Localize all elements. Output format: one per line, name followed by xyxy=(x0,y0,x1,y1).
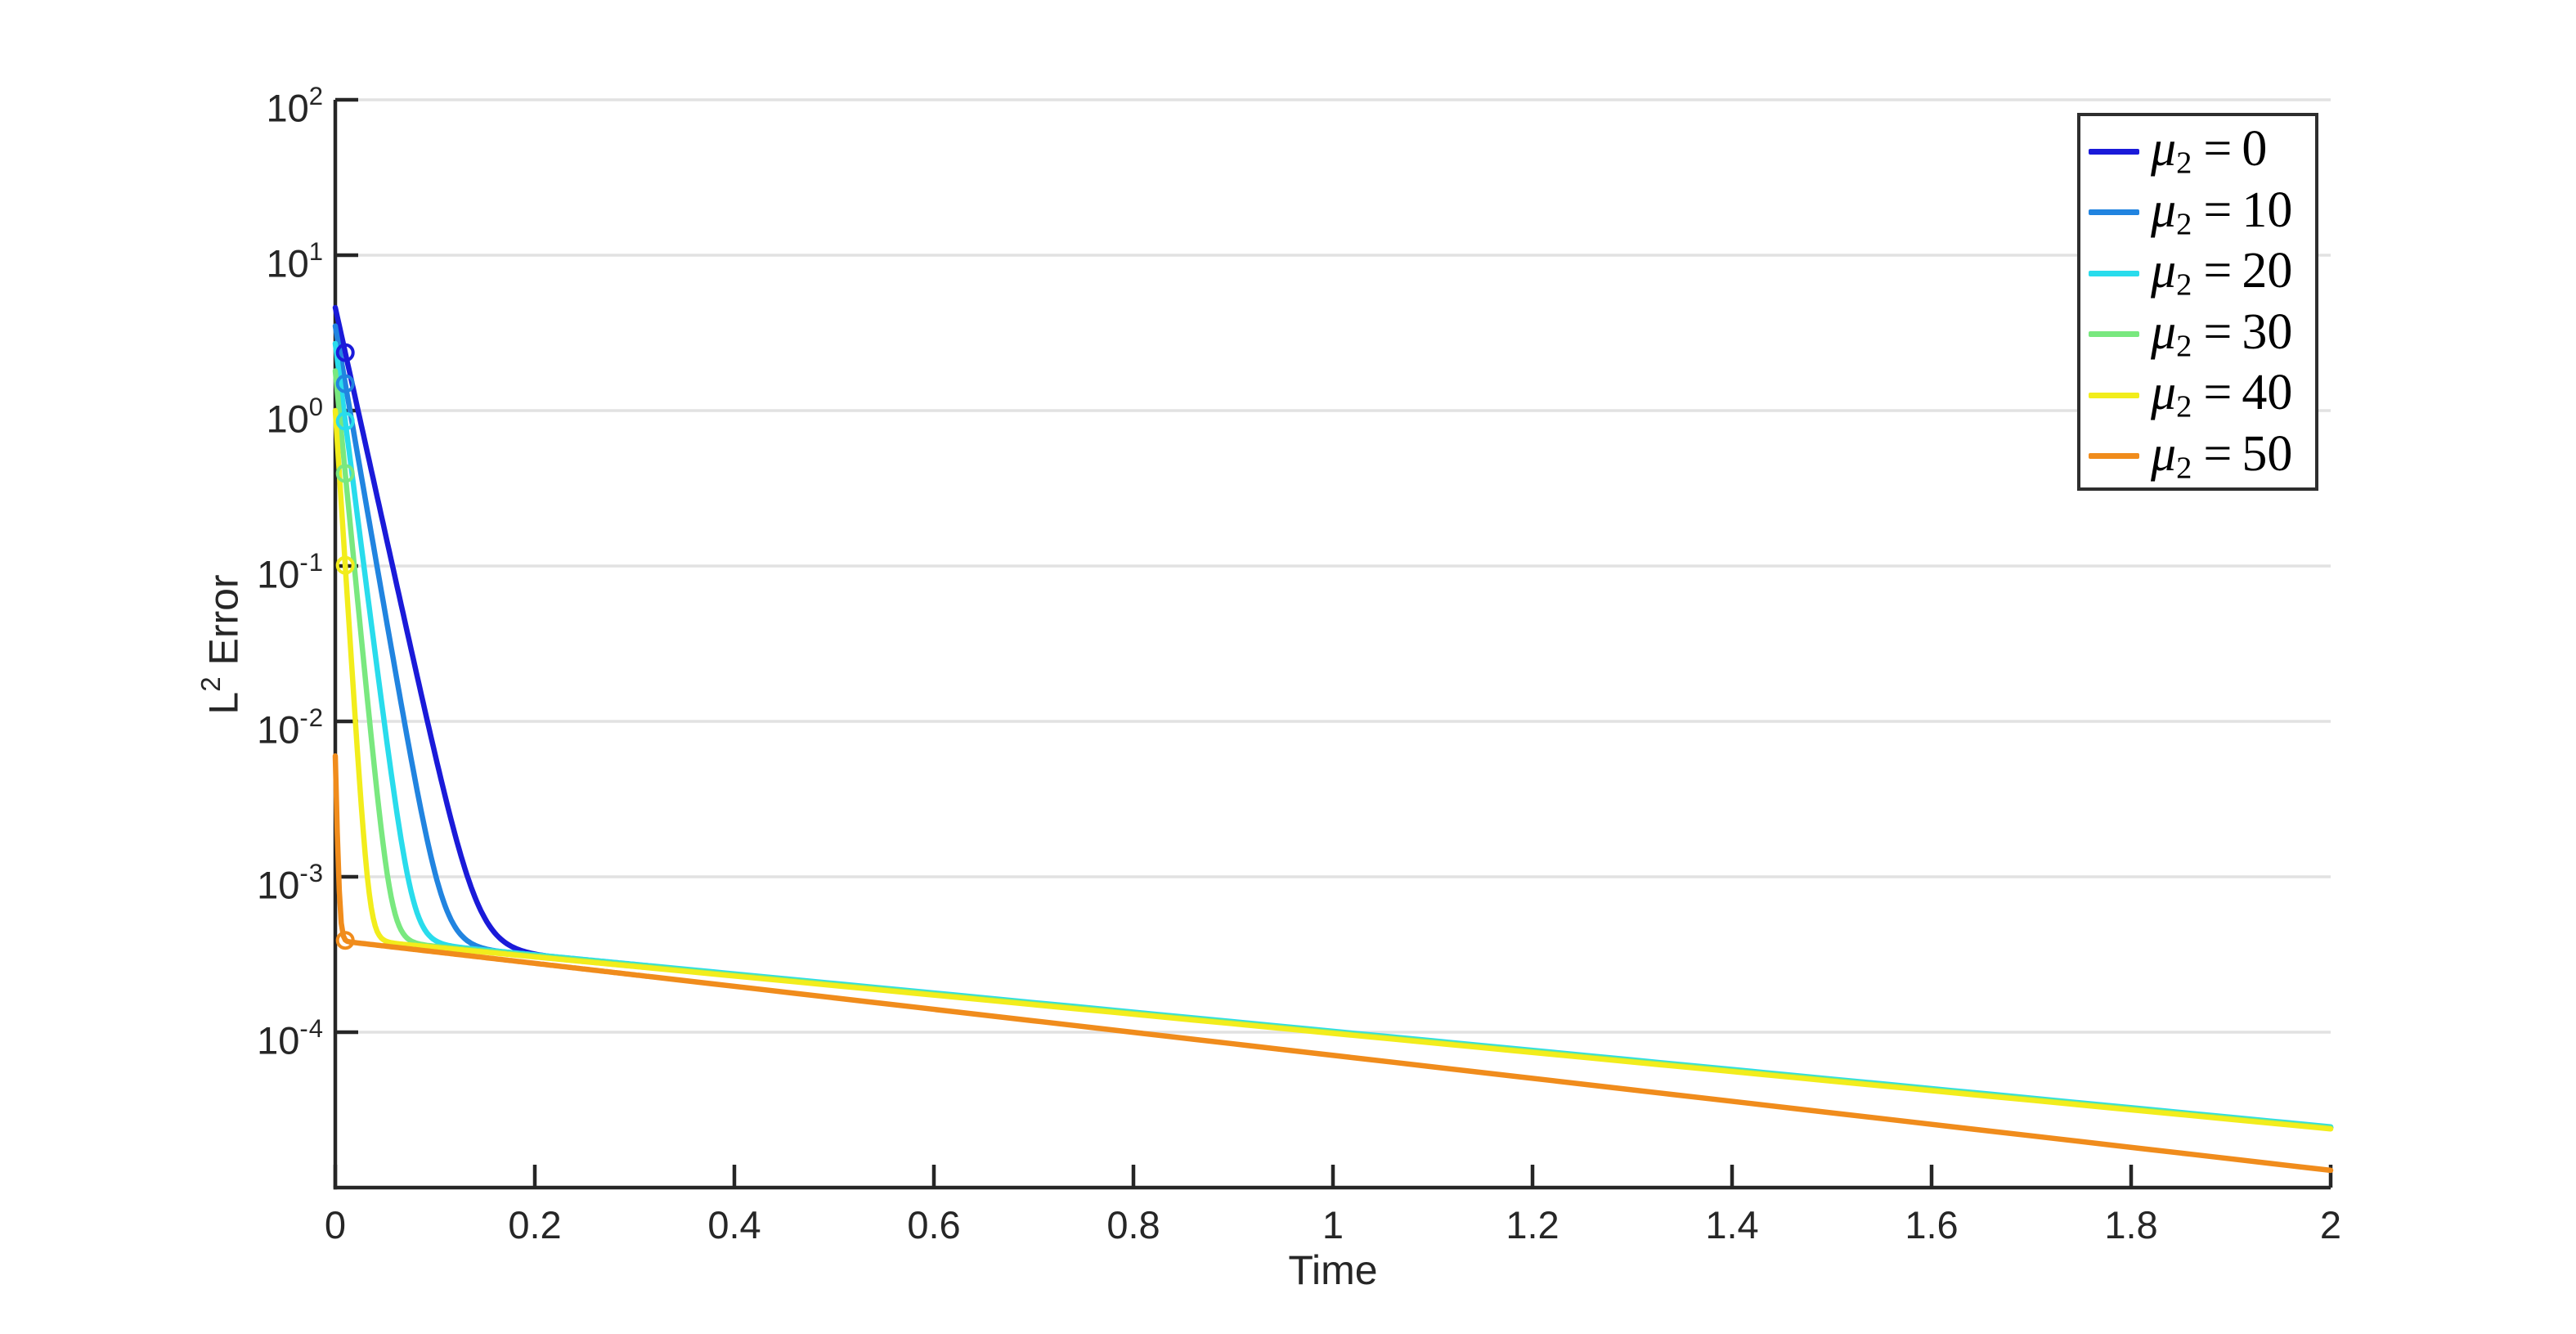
legend-label: μ2 = 0 xyxy=(2151,124,2267,179)
series-marker-mu2=0 xyxy=(335,343,355,362)
legend-line-sample xyxy=(2089,270,2139,276)
legend-mu-symbol: μ xyxy=(2151,365,2177,421)
legend-mu-subscript: 2 xyxy=(2176,146,2192,181)
series-line-mu2=30 xyxy=(332,368,2334,1131)
legend-mu-subscript: 2 xyxy=(2176,267,2192,303)
legend-label: μ2 = 30 xyxy=(2151,307,2292,362)
series-line-mu2=40 xyxy=(332,407,2334,1132)
legend-mu-subscript: 2 xyxy=(2176,389,2192,424)
series-lines xyxy=(332,304,2334,1174)
axes-lines xyxy=(333,100,2331,1190)
legend-entry-mu2-20: μ2 = 20 xyxy=(2089,243,2315,304)
legend-equals: = xyxy=(2203,182,2233,238)
legend-equals: = xyxy=(2203,121,2233,177)
legend-label: μ2 = 40 xyxy=(2151,367,2292,423)
legend-mu-symbol: μ xyxy=(2151,425,2177,482)
legend-equals: = xyxy=(2203,303,2233,360)
legend-value: 20 xyxy=(2242,243,2293,299)
legend-label: μ2 = 20 xyxy=(2151,245,2292,301)
legend-label: μ2 = 50 xyxy=(2151,429,2292,484)
legend-value: 50 xyxy=(2242,425,2293,482)
legend-value: 10 xyxy=(2242,182,2293,238)
legend-mu-symbol: μ xyxy=(2151,303,2177,360)
series-marker-mu2=50 xyxy=(335,931,355,950)
legend-line-sample xyxy=(2089,453,2139,460)
legend-entry-mu2-10: μ2 = 10 xyxy=(2089,182,2315,244)
legend-mu-subscript: 2 xyxy=(2176,207,2192,242)
series-marker-mu2=30 xyxy=(335,464,355,483)
legend-entry-mu2-0: μ2 = 0 xyxy=(2089,121,2315,182)
grid xyxy=(335,98,2331,1034)
series-line-mu2=20 xyxy=(332,340,2334,1130)
legend-equals: = xyxy=(2203,243,2233,299)
legend: μ2 = 0 μ2 = 10 μ2 = 20 μ2 = 30 μ2 = 40 μ2 = 50 xyxy=(2077,113,2318,491)
series-marker-mu2=20 xyxy=(335,411,355,431)
legend-mu-symbol: μ xyxy=(2151,243,2177,299)
series-line-mu2=50 xyxy=(332,753,2334,1174)
series-line-mu2=10 xyxy=(332,323,2334,1130)
series-line-mu2=0 xyxy=(332,304,2334,1130)
legend-line-sample xyxy=(2089,148,2139,155)
legend-value: 40 xyxy=(2242,365,2293,421)
legend-mu-symbol: μ xyxy=(2151,121,2177,177)
series-markers xyxy=(335,343,355,950)
legend-equals: = xyxy=(2203,365,2233,421)
legend-line-sample xyxy=(2089,331,2139,338)
legend-mu-subscript: 2 xyxy=(2176,329,2192,364)
legend-equals: = xyxy=(2203,425,2233,482)
legend-mu-symbol: μ xyxy=(2151,182,2177,238)
legend-entry-mu2-30: μ2 = 30 xyxy=(2089,304,2315,366)
ticks xyxy=(333,97,2333,1188)
legend-entry-mu2-50: μ2 = 50 xyxy=(2089,426,2315,487)
legend-line-sample xyxy=(2089,209,2139,216)
legend-mu-subscript: 2 xyxy=(2176,451,2192,486)
legend-label: μ2 = 10 xyxy=(2151,185,2292,240)
legend-value: 30 xyxy=(2242,303,2293,360)
series-marker-mu2=40 xyxy=(335,555,355,575)
legend-line-sample xyxy=(2089,392,2139,398)
legend-entry-mu2-40: μ2 = 40 xyxy=(2089,365,2315,426)
legend-value: 0 xyxy=(2242,121,2268,177)
series-marker-mu2=10 xyxy=(335,374,355,393)
